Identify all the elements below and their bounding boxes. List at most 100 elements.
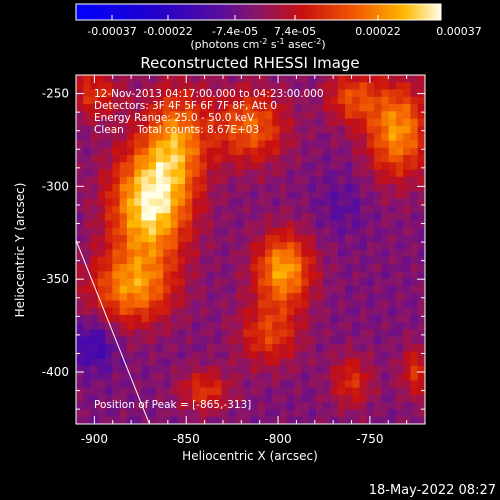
heatmap-cell — [337, 322, 346, 331]
heatmap-cell — [76, 394, 84, 403]
heatmap-cell — [185, 365, 193, 374]
heatmap-cell — [228, 176, 237, 185]
heatmap-cell — [286, 293, 295, 301]
heatmap-cell — [286, 147, 295, 156]
heatmap-cell — [148, 191, 157, 200]
heatmap-cell — [105, 365, 113, 374]
heatmap-cell — [228, 314, 237, 323]
colorbar-tick-label-4: 0.00022 — [355, 25, 401, 38]
heatmap-cell — [395, 380, 404, 389]
heatmap-cell — [148, 162, 157, 171]
heatmap-cell — [272, 147, 281, 156]
heatmap-cell — [112, 293, 121, 301]
heatmap-cell — [206, 373, 215, 381]
heatmap-cell — [97, 249, 106, 258]
heatmap-cell — [410, 111, 419, 120]
heatmap-cell — [163, 336, 172, 345]
heatmap-cell — [97, 285, 106, 294]
heatmap-cell — [97, 329, 106, 338]
heatmap-cell — [374, 271, 382, 280]
heatmap-cell — [105, 242, 113, 251]
heatmap-cell — [352, 314, 361, 323]
heatmap-cell — [221, 256, 230, 265]
heatmap-cell — [105, 205, 113, 214]
heatmap-cell — [410, 75, 419, 83]
heatmap-cell — [388, 271, 397, 280]
heatmap-cell — [395, 147, 404, 156]
heatmap-cell — [337, 387, 346, 396]
heatmap-cell — [308, 133, 317, 142]
heatmap-cell — [119, 125, 128, 134]
heatmap-cell — [410, 387, 419, 396]
heatmap-cell — [381, 300, 390, 309]
heatmap-cell — [134, 416, 143, 424]
heatmap-cell — [177, 234, 186, 243]
heatmap-cell — [337, 358, 346, 367]
heatmap-cell — [272, 278, 281, 287]
heatmap-cell — [235, 329, 244, 338]
heatmap-cell — [286, 89, 295, 98]
heatmap-cell — [177, 358, 186, 367]
heatmap-cell — [76, 242, 84, 251]
heatmap-cell — [199, 75, 208, 83]
heatmap-cell — [279, 234, 288, 243]
heatmap-cell — [265, 75, 273, 83]
heatmap-cell — [97, 344, 106, 352]
heatmap-cell — [155, 242, 164, 251]
heatmap-cell — [410, 118, 419, 127]
heatmap-cell — [381, 358, 390, 367]
heatmap-cell — [206, 111, 215, 120]
heatmap-cell — [112, 104, 121, 112]
heatmap-cell — [337, 344, 346, 352]
heatmap-cell — [83, 336, 92, 345]
heatmap-cell — [330, 416, 339, 424]
heatmap-cell — [228, 373, 237, 381]
heatmap-cell — [381, 242, 390, 251]
heatmap-cell — [119, 416, 128, 424]
heatmap-cell — [257, 314, 266, 323]
heatmap-cell — [374, 227, 382, 236]
heatmap-cell — [345, 205, 353, 214]
heatmap-cell — [250, 234, 259, 243]
heatmap-cell — [395, 271, 404, 280]
heatmap-cell — [163, 314, 172, 323]
heatmap-cell — [90, 89, 99, 98]
heatmap-cell — [199, 336, 208, 345]
heatmap-cell — [359, 242, 368, 251]
heatmap-cell — [206, 387, 215, 396]
heatmap-cell — [301, 242, 310, 251]
heatmap-cell — [410, 402, 419, 411]
heatmap-cell — [308, 351, 317, 360]
heatmap-cell — [381, 96, 390, 105]
heatmap-cell — [163, 213, 172, 222]
heatmap-cell — [112, 402, 121, 411]
heatmap-cell — [323, 162, 332, 171]
heatmap-cell — [417, 264, 425, 272]
heatmap-cell — [112, 242, 121, 251]
heatmap-cell — [403, 205, 412, 214]
heatmap-cell — [417, 249, 425, 258]
heatmap-cell — [301, 365, 310, 374]
heatmap-cell — [185, 249, 193, 258]
heatmap-cell — [308, 198, 317, 207]
heatmap-cell — [301, 293, 310, 301]
heatmap-cell — [279, 380, 288, 389]
heatmap-cell — [403, 256, 412, 265]
heatmap-cell — [272, 169, 281, 178]
heatmap-cell — [337, 89, 346, 98]
heatmap-cell — [228, 365, 237, 374]
heatmap-cell — [257, 394, 266, 403]
heatmap-cell — [388, 82, 397, 91]
heatmap-cell — [294, 256, 302, 265]
heatmap-cell — [163, 133, 172, 142]
heatmap-cell — [250, 140, 259, 149]
heatmap-cell — [250, 242, 259, 251]
heatmap-cell — [185, 111, 193, 120]
heatmap-cell — [90, 140, 99, 149]
heatmap-cell — [374, 118, 382, 127]
heatmap-cell — [366, 285, 375, 294]
heatmap-cell — [126, 154, 135, 163]
heatmap-cell — [250, 169, 259, 178]
heatmap-cell — [403, 278, 412, 287]
heatmap-cell — [323, 293, 332, 301]
